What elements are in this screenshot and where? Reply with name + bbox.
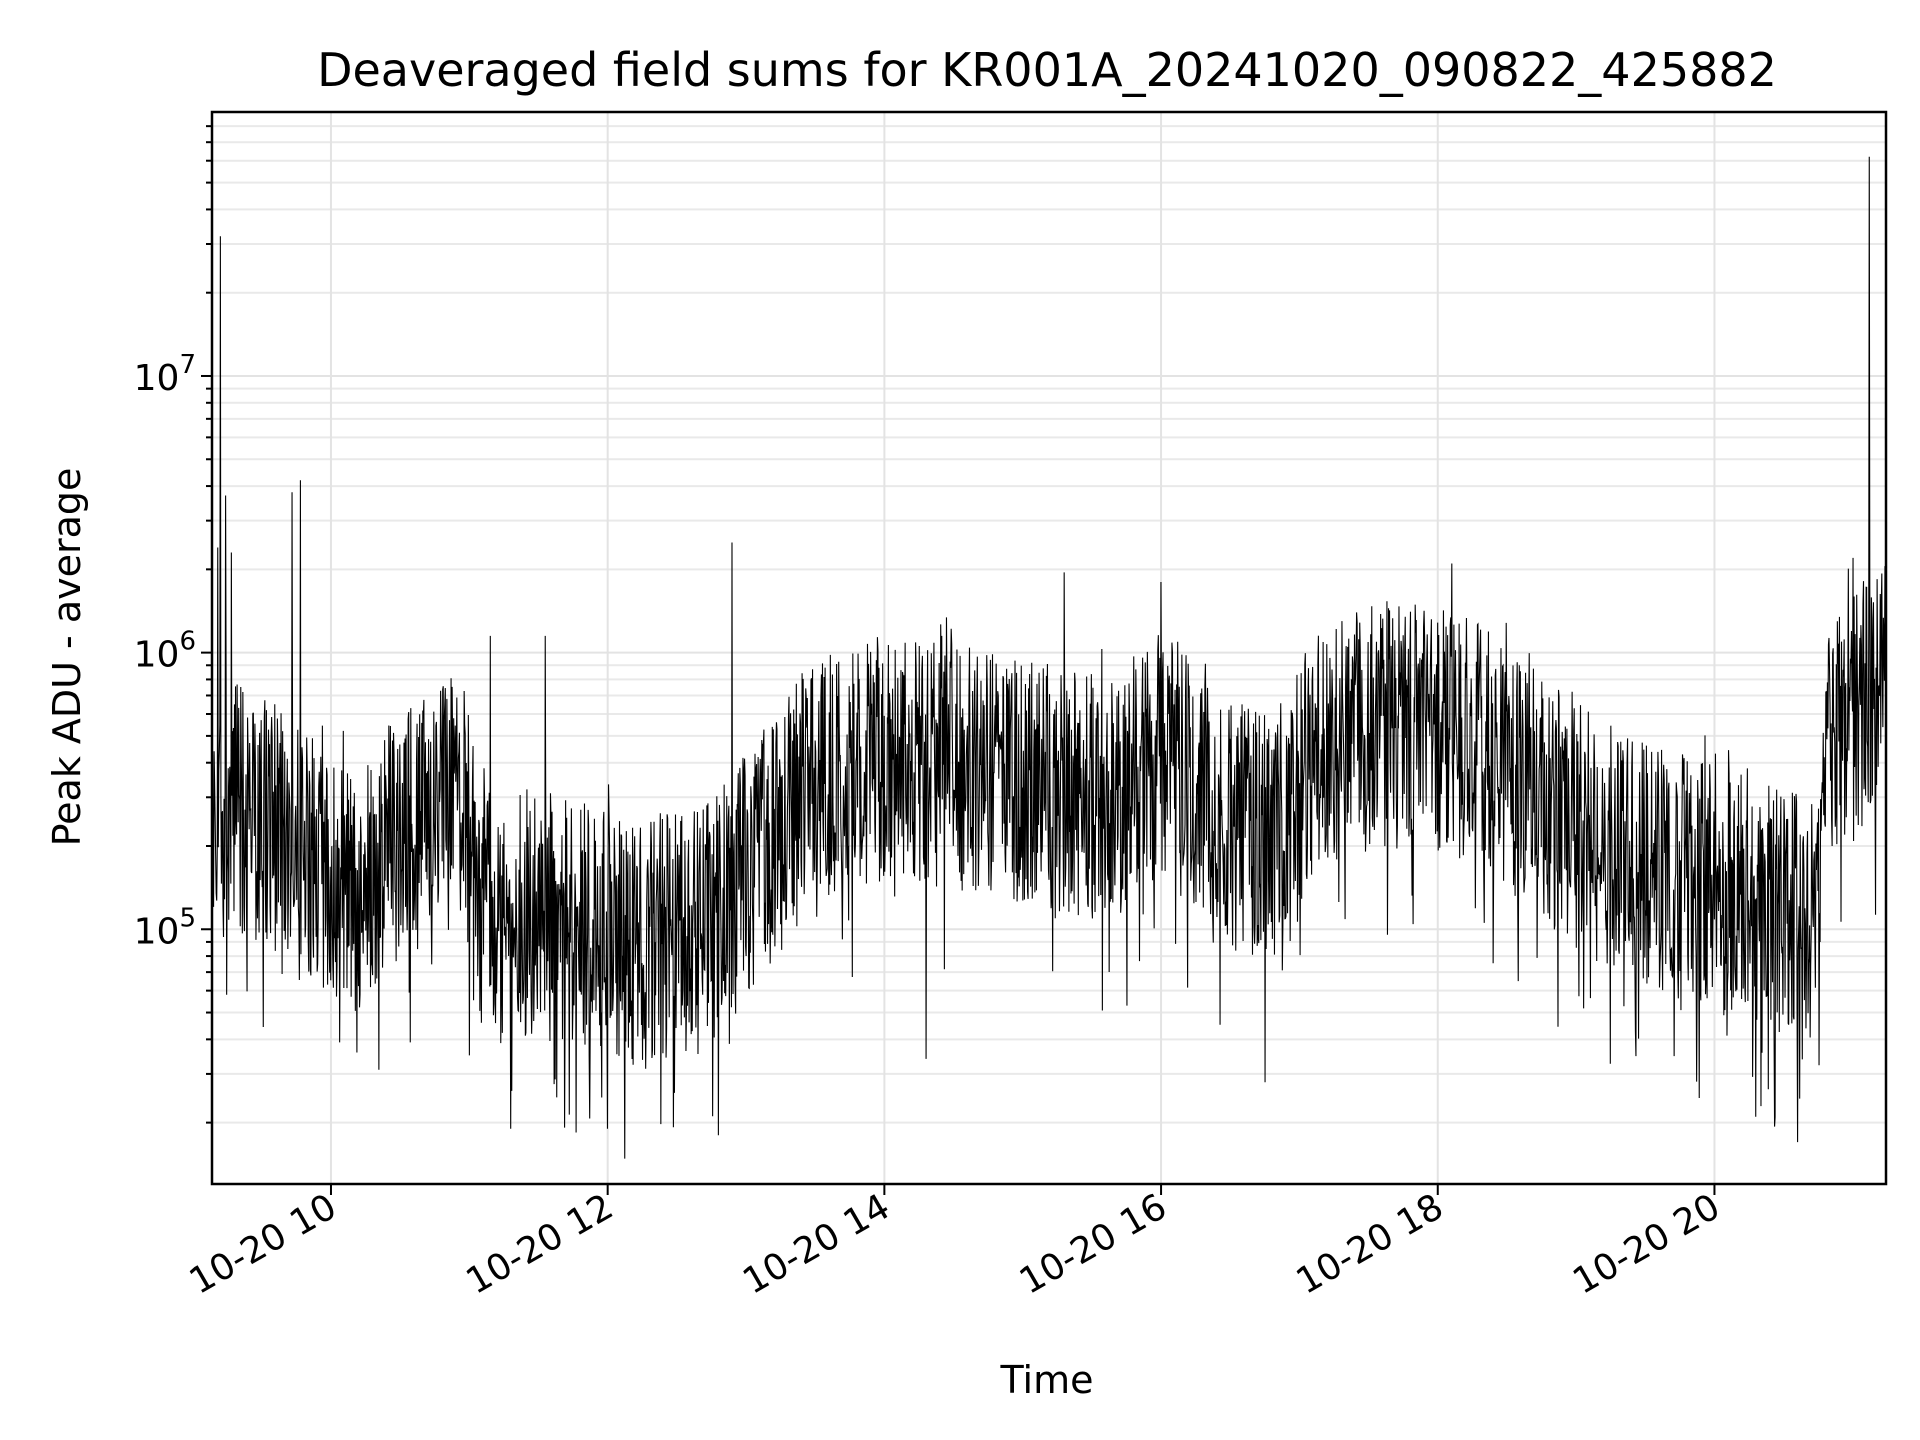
x-axis-label: Time: [1000, 1358, 1094, 1402]
y-tick-label: 106: [134, 627, 196, 676]
y-axis-label: Peak ADU - average: [45, 468, 89, 847]
plot-frame: [210, 110, 1888, 1186]
chart-title: Deaveraged field sums for KR001A_2024102…: [317, 43, 1777, 97]
series-line: [211, 156, 1887, 1159]
series-group: [211, 156, 1887, 1159]
y-tick-label: 105: [134, 903, 196, 952]
y-tick-label: 107: [134, 350, 196, 399]
